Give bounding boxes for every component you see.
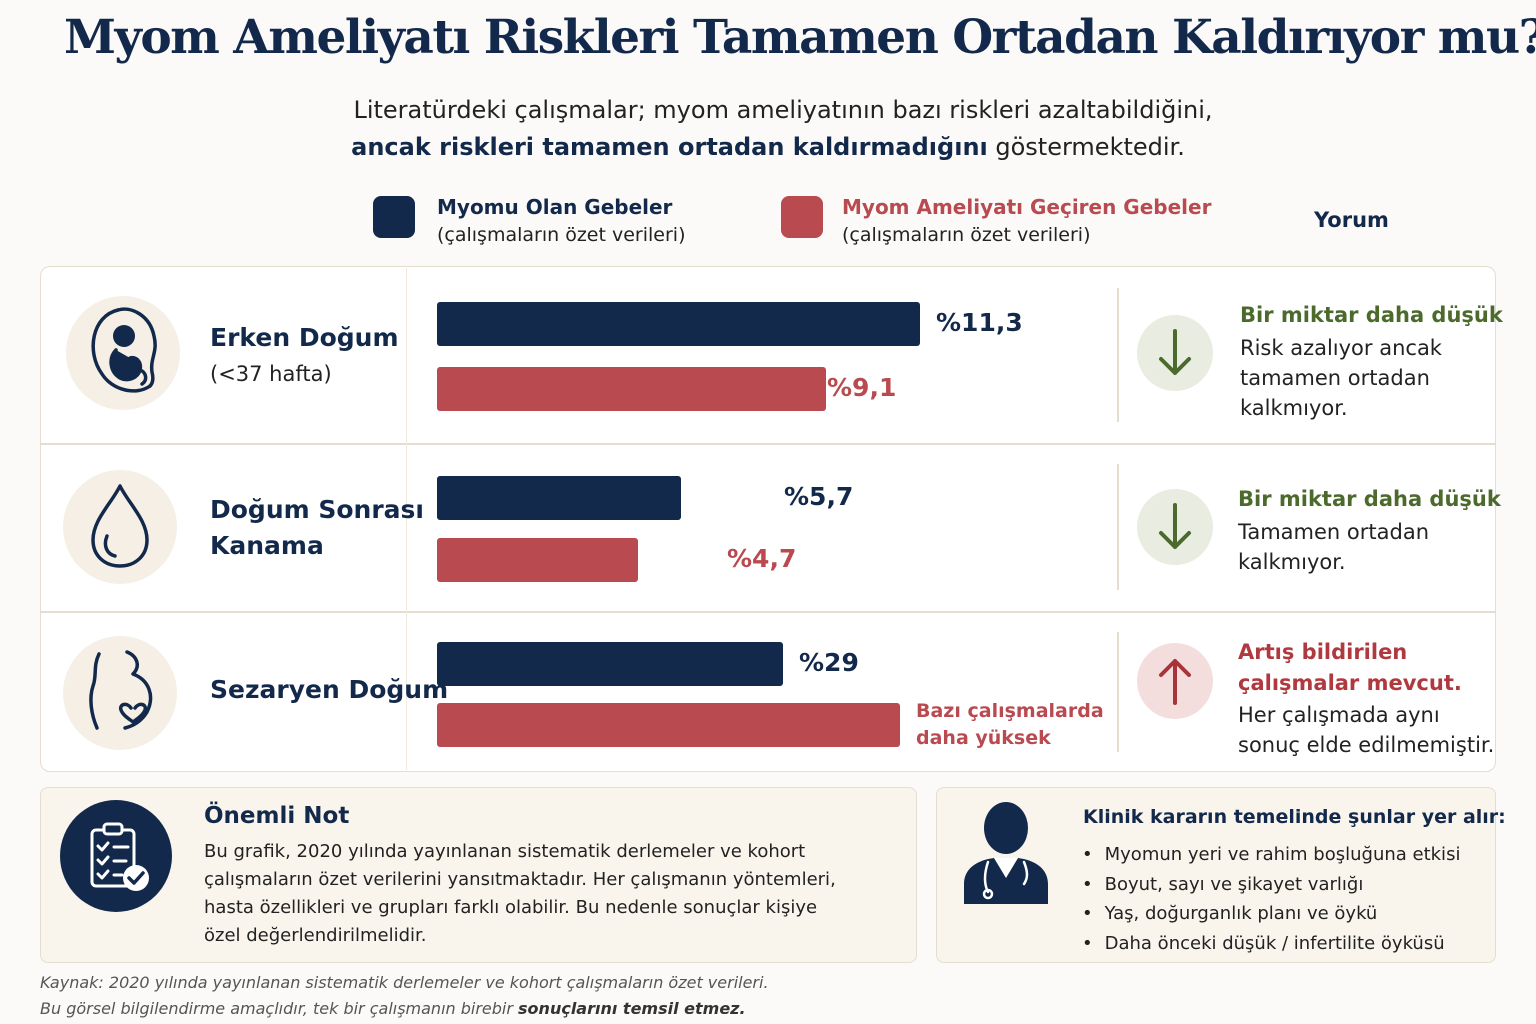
list-item: Boyut, sayı ve şikayet varlığı — [1082, 870, 1460, 900]
bar-note-line: daha yüksek — [916, 727, 1051, 749]
bar-series-1 — [437, 302, 920, 346]
blood-drop-icon — [63, 470, 177, 584]
pregnant-belly-icon — [63, 636, 177, 750]
row-title-line: Erken Doğum — [210, 323, 399, 352]
bar-note-line: Bazı çalışmalarda — [916, 700, 1104, 722]
list-item: Myomun yeri ve rahim boşluğuna etkisi — [1082, 840, 1461, 870]
comment-line: Tamamen ortadan — [1238, 520, 1429, 544]
note-text: Bu grafik, 2020 yılında yayınlanan siste… — [204, 841, 836, 946]
bar-value-label: %4,7 — [727, 544, 797, 573]
arrow-down-icon — [1137, 315, 1213, 391]
checklist-icon — [60, 800, 172, 912]
subtitle: Literatürdeki çalışmalar; myom ameliyatı… — [0, 92, 1536, 166]
legend-sub-series-1: (çalışmaların özet verileri) — [437, 224, 686, 246]
subtitle-line-2: ancak riskleri tamamen ortadan kaldırmad… — [0, 129, 1536, 166]
bar-series-1 — [437, 642, 783, 686]
row-title-line: Doğum Sonrası — [210, 495, 425, 524]
comment-divider — [1117, 288, 1119, 422]
arrow-down-icon — [1137, 489, 1213, 565]
comment-line: Risk azalıyor ancak — [1240, 336, 1442, 360]
bar-value-label: %29 — [799, 648, 859, 677]
comment-heading: Bir miktar daha düşük — [1238, 487, 1501, 511]
comment-heading: Bir miktar daha düşük — [1240, 303, 1503, 327]
bar-value-note: Bazı çalışmalarda daha yüksek — [916, 698, 1104, 752]
bar-value-label: %11,3 — [936, 308, 1023, 337]
legend-label-series-1: Myomu Olan Gebeler — [437, 195, 673, 219]
legend-swatch-series-1 — [373, 196, 415, 238]
row-title-line: Kanama — [210, 531, 324, 560]
comment-heading: Artış bildirilen çalışmalar mevcut. — [1238, 637, 1462, 699]
source-footer: Kaynak: 2020 yılında yayınlanan sistemat… — [40, 970, 769, 1022]
page-title: Myom Ameliyatı Riskleri Tamamen Ortadan … — [64, 10, 1536, 65]
comment-heading-line: Artış bildirilen — [1238, 640, 1408, 664]
comment-line: tamamen ortadan — [1240, 366, 1430, 390]
bar-series-1 — [437, 476, 681, 520]
arrow-up-icon — [1137, 643, 1213, 719]
row-title-line: Sezaryen Doğum — [210, 675, 449, 704]
important-note-box — [40, 787, 917, 963]
fetus-icon — [66, 296, 180, 410]
footer-line-2-text: Bu görsel bilgilendirme amaçlıdır, tek b… — [40, 999, 519, 1018]
row-subtitle: (<37 hafta) — [210, 362, 332, 386]
comment-divider — [1117, 464, 1119, 590]
bar-series-2 — [437, 703, 900, 747]
legend-sub-series-2: (çalışmaların özet verileri) — [842, 224, 1091, 246]
legend-label-series-2: Myom Ameliyatı Geçiren Gebeler — [842, 195, 1212, 219]
subtitle-line-1: Literatürdeki çalışmalar; myom ameliyatı… — [353, 96, 1213, 124]
legend-swatch-series-2 — [781, 196, 823, 238]
subtitle-line-2-rest: göstermektedir. — [987, 133, 1185, 161]
list-item: Daha önceki düşük / infertilite öyküsü — [1082, 929, 1460, 959]
column-divider — [406, 268, 407, 770]
comment-line: sonuç elde edilmemiştir. — [1238, 733, 1495, 757]
comment-text: Risk azalıyor ancak tamamen ortadan kalk… — [1240, 333, 1442, 423]
bar-value-label: %9,1 — [827, 373, 897, 402]
footer-line-2: Bu görsel bilgilendirme amaçlıdır, tek b… — [40, 996, 769, 1022]
list-item: Yaş, doğurganlık planı ve öykü — [1082, 899, 1460, 929]
row-divider — [40, 443, 1496, 445]
comment-heading-line: çalışmalar mevcut. — [1238, 671, 1462, 695]
doctor-icon — [958, 798, 1054, 908]
row-divider — [40, 611, 1496, 613]
chart-panel — [40, 266, 1496, 772]
comment-text: Her çalışmada aynı sonuç elde edilmemişt… — [1238, 700, 1494, 760]
clinical-factor-list: Myomun yeri ve rahim boşluğuna etkisi Bo… — [1082, 840, 1461, 959]
bar-value-label: %5,7 — [784, 482, 854, 511]
clinical-title: Klinik kararın temelinde şunlar yer alır… — [1083, 806, 1506, 828]
note-title: Önemli Not — [204, 803, 350, 829]
footer-line-2-emphasis: sonuçlarını temsil etmez. — [518, 999, 746, 1018]
comment-divider — [1117, 632, 1119, 752]
bar-series-2 — [437, 367, 826, 411]
comment-line: kalkmıyor. — [1238, 550, 1346, 574]
comment-text: Tamamen ortadan kalkmıyor. — [1238, 517, 1429, 577]
bar-series-2 — [437, 538, 638, 582]
comment-line: kalkmıyor. — [1240, 396, 1348, 420]
comment-column-header: Yorum — [1314, 208, 1389, 232]
footer-line-1: Kaynak: 2020 yılında yayınlanan sistemat… — [40, 973, 769, 992]
comment-line: Her çalışmada aynı — [1238, 703, 1440, 727]
subtitle-emphasis: ancak riskleri tamamen ortadan kaldırmad… — [351, 133, 988, 161]
